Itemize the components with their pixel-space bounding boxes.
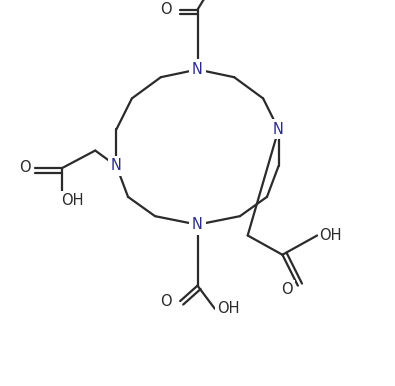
Text: N: N <box>273 122 284 137</box>
Text: N: N <box>111 159 122 173</box>
Text: N: N <box>192 217 203 232</box>
Text: O: O <box>281 282 293 297</box>
Text: N: N <box>192 62 203 77</box>
Text: O: O <box>19 161 30 175</box>
Text: OH: OH <box>61 193 83 208</box>
Text: OH: OH <box>320 228 342 243</box>
Text: O: O <box>160 294 171 308</box>
Text: O: O <box>160 2 171 17</box>
Text: OH: OH <box>217 301 240 316</box>
